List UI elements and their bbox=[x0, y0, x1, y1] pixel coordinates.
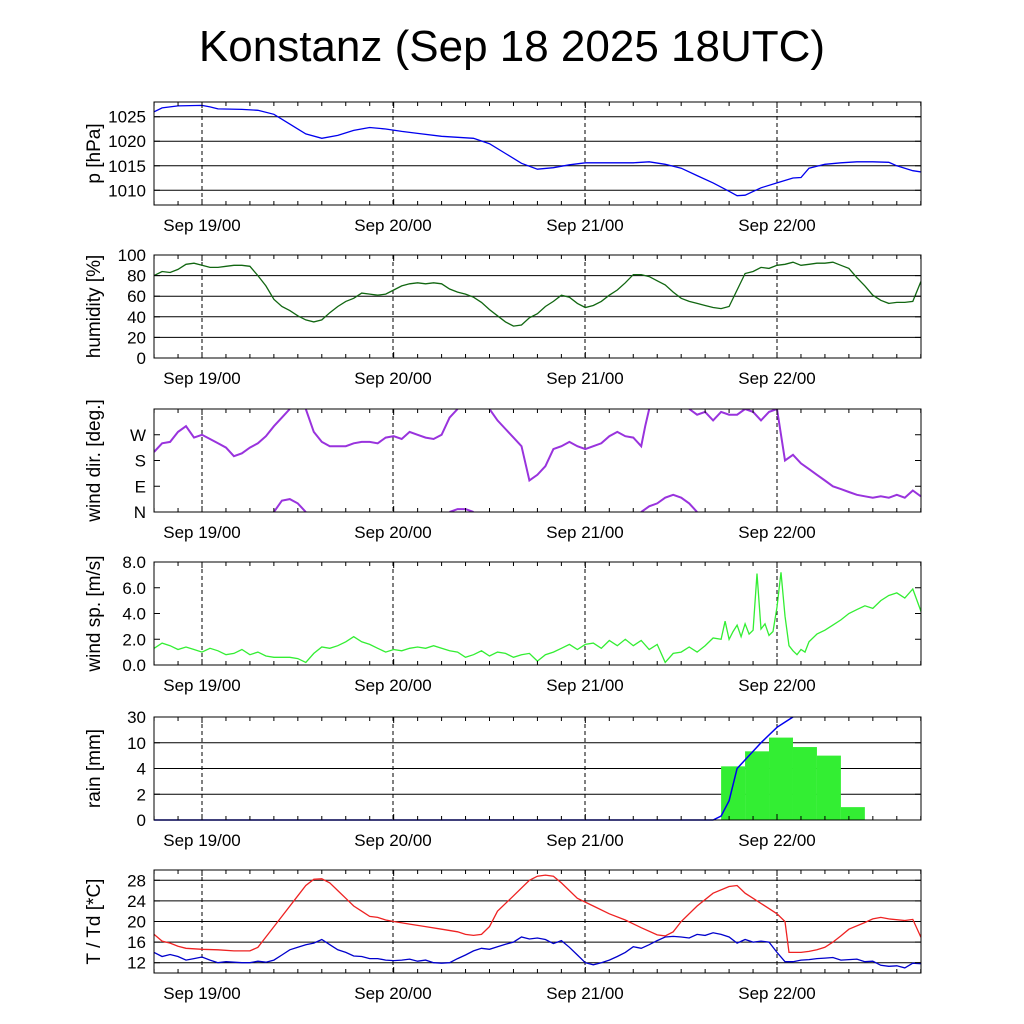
x-tick-label: Sep 19/00 bbox=[163, 676, 241, 695]
y-tick-label: W bbox=[130, 426, 146, 445]
series-humidity-line bbox=[154, 261, 921, 327]
x-tick-label: Sep 21/00 bbox=[546, 984, 624, 1003]
y-tick-label: N bbox=[134, 503, 146, 522]
x-tick-label: Sep 19/00 bbox=[163, 369, 241, 388]
x-tick-label: Sep 20/00 bbox=[354, 676, 432, 695]
series-wind-dir-segment bbox=[640, 493, 698, 512]
series-wind-dir-segment bbox=[488, 409, 651, 483]
x-tick-label: Sep 20/00 bbox=[354, 984, 432, 1003]
x-tick-label: Sep 22/00 bbox=[738, 984, 816, 1003]
y-tick-label: S bbox=[135, 452, 146, 471]
y-tick-label: 4 bbox=[137, 760, 146, 779]
chart-title: Konstanz (Sep 18 2025 18UTC) bbox=[198, 22, 826, 71]
x-tick-label: Sep 22/00 bbox=[738, 831, 816, 850]
panel-frame bbox=[153, 254, 922, 359]
x-tick-label: Sep 19/00 bbox=[163, 831, 241, 850]
y-tick-label: E bbox=[135, 477, 146, 496]
y-tick-label: 0 bbox=[137, 811, 146, 830]
y-tick-label: 6.0 bbox=[122, 579, 146, 598]
rain-bar bbox=[721, 766, 746, 820]
series-wind-dir-segment bbox=[304, 409, 459, 448]
rain-cumulative-line bbox=[154, 716, 794, 821]
x-tick-label: Sep 21/00 bbox=[546, 676, 624, 695]
y-tick-label: 0.0 bbox=[122, 656, 146, 675]
y-tick-label: 1025 bbox=[108, 108, 146, 127]
x-tick-label: Sep 19/00 bbox=[163, 216, 241, 235]
panel-1: 1010 1015 1020 1025 Sep 19/00 Sep 20/00 Sep 21… bbox=[84, 101, 922, 235]
y-axis-label: wind dir. [deg.] bbox=[84, 399, 105, 523]
series-t-line bbox=[154, 874, 921, 954]
y-tick-label: 16 bbox=[127, 933, 146, 952]
panel-5: 0 2 4 10 30 Sep 19/00 Sep 20/00 Sep 21/00 Sep 22… bbox=[84, 708, 922, 850]
y-tick-label: 4.0 bbox=[122, 605, 146, 624]
x-tick-label: Sep 19/00 bbox=[163, 984, 241, 1003]
y-tick-label: 2.0 bbox=[122, 630, 146, 649]
series-wind-dir-segment bbox=[688, 409, 921, 499]
rain-bar bbox=[745, 751, 770, 820]
panel-frame bbox=[153, 101, 922, 206]
x-tick-label: Sep 20/00 bbox=[354, 216, 432, 235]
x-tick-label: Sep 21/00 bbox=[546, 216, 624, 235]
y-tick-label: 1015 bbox=[108, 157, 146, 176]
x-tick-label: Sep 21/00 bbox=[546, 523, 624, 542]
x-tick-label: Sep 22/00 bbox=[738, 216, 816, 235]
rain-bar bbox=[840, 807, 865, 820]
x-tick-label: Sep 20/00 bbox=[354, 523, 432, 542]
y-tick-label: 2 bbox=[137, 785, 146, 804]
y-tick-label: 40 bbox=[127, 308, 146, 327]
y-axis-label: p [hPa] bbox=[84, 123, 105, 183]
y-axis-label: rain [mm] bbox=[84, 729, 105, 808]
panel-frame bbox=[153, 408, 922, 513]
x-tick-label: Sep 22/00 bbox=[738, 369, 816, 388]
y-axis-label: wind sp. [m/s] bbox=[84, 555, 105, 672]
x-tick-label: Sep 20/00 bbox=[354, 369, 432, 388]
y-tick-label: 60 bbox=[127, 287, 146, 306]
x-tick-label: Sep 20/00 bbox=[354, 831, 432, 850]
y-tick-label: 8.0 bbox=[122, 553, 146, 572]
x-tick-label: Sep 22/00 bbox=[738, 676, 816, 695]
y-tick-label: 12 bbox=[127, 954, 146, 973]
x-tick-label: Sep 21/00 bbox=[546, 369, 624, 388]
series-pressure-line bbox=[154, 104, 921, 197]
y-axis-label: T / Td [*C] bbox=[84, 879, 105, 965]
y-tick-label: 24 bbox=[127, 892, 146, 911]
rain-bar bbox=[792, 747, 817, 820]
y-tick-label: 1010 bbox=[108, 181, 146, 200]
panel-4: 0.0 2.0 4.0 6.0 8.0 Sep 19/00 Sep 20/00 Sep 21/… bbox=[84, 553, 922, 695]
y-tick-label: 1020 bbox=[108, 132, 146, 151]
y-tick-label: 0 bbox=[137, 349, 146, 368]
y-tick-label: 28 bbox=[127, 871, 146, 890]
series-wind-dir-segment bbox=[273, 498, 307, 512]
y-tick-label: 100 bbox=[118, 246, 146, 265]
x-tick-label: Sep 21/00 bbox=[546, 831, 624, 850]
series-wind-dir-segment bbox=[154, 409, 291, 458]
rain-bar bbox=[769, 737, 793, 820]
series-td-line bbox=[154, 932, 921, 969]
y-tick-label: 20 bbox=[127, 913, 146, 932]
y-tick-label: 30 bbox=[127, 708, 146, 727]
x-tick-label: Sep 22/00 bbox=[738, 523, 816, 542]
series-wind-speed-line bbox=[154, 572, 921, 664]
series-wind-dir-segment bbox=[449, 508, 474, 512]
rain-bar bbox=[816, 755, 841, 820]
y-tick-label: 20 bbox=[127, 328, 146, 347]
y-axis-label: humidity [%] bbox=[84, 255, 105, 358]
y-tick-label: 10 bbox=[127, 734, 146, 753]
x-tick-label: Sep 19/00 bbox=[163, 523, 241, 542]
y-tick-label: 80 bbox=[127, 267, 146, 286]
